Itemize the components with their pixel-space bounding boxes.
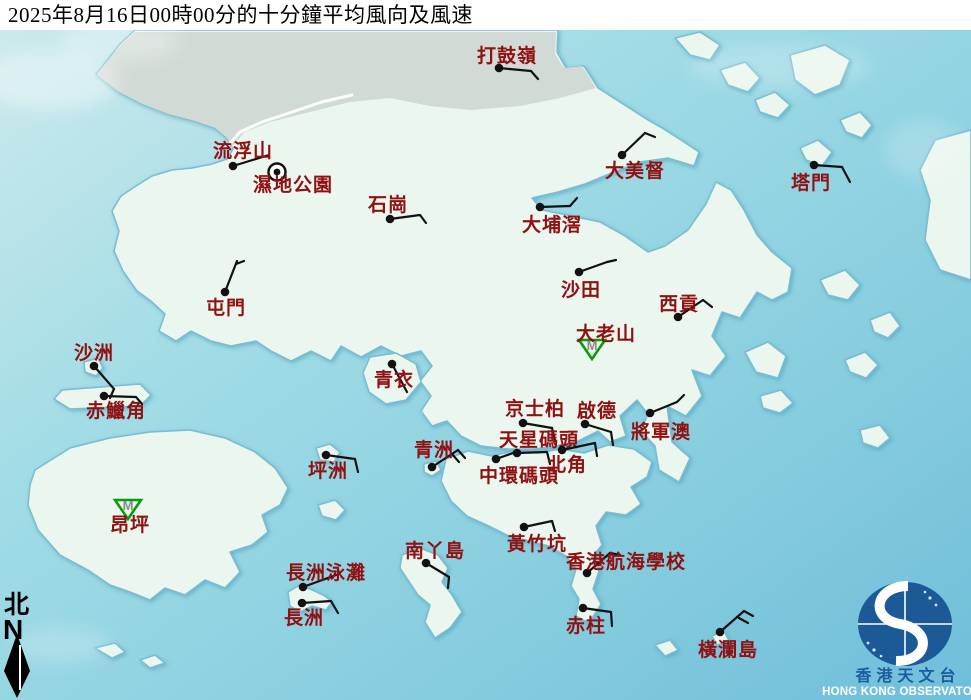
station-dot (388, 360, 397, 369)
wind-barb (448, 577, 449, 588)
station-label: 流浮山 (213, 139, 273, 162)
station-dot (298, 599, 307, 608)
no-data-m-letter: M (123, 498, 134, 513)
station-label: 京士柏 (505, 397, 565, 420)
station-label: 大美督 (605, 159, 665, 182)
station-dot (716, 628, 725, 637)
station-dot (810, 161, 819, 170)
station-label: 昂坪 (110, 514, 150, 536)
station-label: 青洲 (414, 439, 454, 461)
station-label: 大埔滘 (522, 213, 582, 236)
wind-barb (540, 206, 570, 207)
hko-logo-name-en: HONG KONG OBSERVATORY (822, 686, 971, 698)
station-label: 西貢 (659, 293, 699, 315)
station-dot (536, 203, 545, 212)
wind-barb (611, 612, 612, 626)
station-label: 將軍澳 (631, 420, 691, 443)
station-label: 啟德 (577, 399, 617, 422)
station-label: 橫瀾島 (698, 638, 758, 661)
station-dot (558, 446, 567, 455)
wind-barb (517, 452, 547, 453)
station-label: 南丫島 (405, 539, 465, 562)
station-label: 塔門 (791, 171, 831, 194)
station-dot (229, 162, 238, 171)
station-label: 赤柱 (566, 614, 606, 637)
station-dot (618, 151, 627, 160)
wind-barb (104, 396, 136, 397)
station-label: 沙田 (561, 279, 601, 301)
hko-wind-map-page: 打鼓嶺流浮山濕地公園石崗大埔滘 大美督塔門沙田西貢 M 大老山 屯門沙洲赤鱲角 青衣京士柏… (0, 0, 971, 700)
station-dot (492, 455, 501, 464)
station-label: 赤鱲角 (86, 399, 146, 422)
station-label: 坪洲 (308, 460, 348, 482)
station-label: 石崗 (367, 193, 408, 216)
station-label: 北角 (547, 453, 587, 476)
station-dot (100, 392, 109, 401)
station-label: 香港航海學校 (565, 550, 686, 573)
station-label: 黃竹坑 (507, 532, 567, 555)
station-label: 大老山 (576, 322, 636, 345)
station-label: 天星碼頭 (499, 429, 579, 451)
map-title: 2025年8月16日00時00分的十分鐘平均風向及風速 (0, 0, 971, 30)
hko-logo-name-zh: 香港天文台 (854, 666, 960, 685)
station-label: 長洲 (284, 607, 324, 629)
station-label: 長洲泳灘 (286, 561, 366, 584)
station-dot (221, 288, 230, 297)
station-dot (428, 463, 437, 472)
station-label: 青衣 (374, 368, 414, 391)
station-label: 屯門 (206, 296, 246, 319)
compass-north-n-label: N (3, 614, 23, 645)
station-dot (575, 268, 584, 277)
station-dot (520, 523, 529, 532)
station-label: 濕地公園 (253, 173, 333, 196)
station-dot (322, 451, 331, 460)
hong-kong-wind-map: 打鼓嶺流浮山濕地公園石崗大埔滘 大美督塔門沙田西貢 M 大老山 屯門沙洲赤鱲角 青衣京士柏… (0, 0, 971, 700)
station-label: 打鼓嶺 (477, 44, 537, 67)
station-label: 沙洲 (74, 342, 114, 364)
station-dot (579, 604, 588, 613)
station-dot (646, 409, 655, 418)
